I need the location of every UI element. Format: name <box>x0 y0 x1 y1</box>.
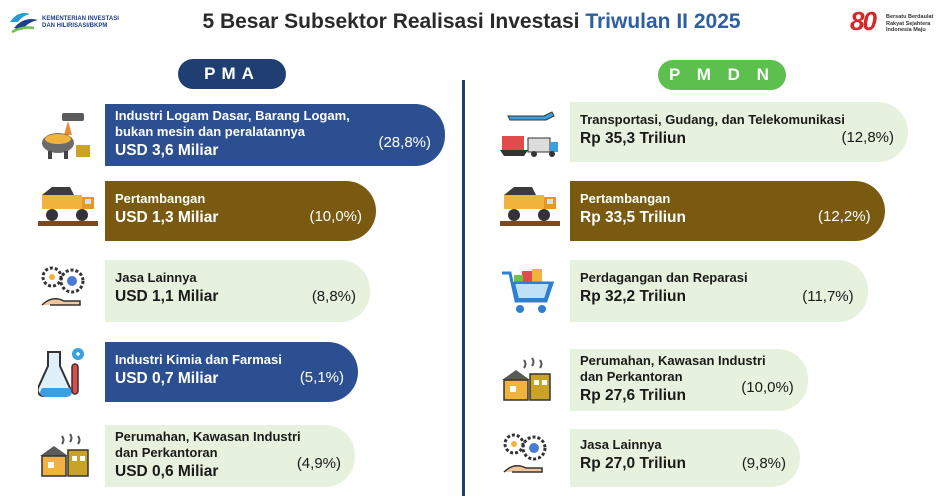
mining-truck-icon <box>500 185 560 232</box>
factory-housing-icon <box>38 430 92 485</box>
shopping-cart-icon <box>500 265 558 324</box>
pma-bar-percent: (8,8%) <box>311 288 356 305</box>
pmdn-bar-percent: (11,7%) <box>802 288 854 305</box>
anniversary-logo: 80 Bersatu Berdaulat Rakyat Sejahtera In… <box>850 6 940 38</box>
pmdn-bar-percent: (12,2%) <box>818 208 871 225</box>
service-gears-icon <box>500 432 550 483</box>
pmdn-bar-5: Jasa Lainnya Rp 27,0 Triliun (9,8%) <box>570 429 800 487</box>
pmdn-bar-value: Rp 27,0 Triliun <box>580 455 686 472</box>
pma-bar-percent: (28,8%) <box>378 134 431 151</box>
anniversary-number: 80 <box>850 6 877 36</box>
ministry-name: KEMENTERIAN INVESTASI DAN HILIRISASI/BKP… <box>42 16 119 29</box>
metal-smelting-icon <box>38 109 94 166</box>
factory-housing-icon <box>500 354 554 409</box>
pmdn-bar-2: Pertambangan Rp 33,5 Triliun (12,2%) <box>570 181 885 241</box>
pmdn-bar-value: Rp 33,5 Triliun <box>580 209 686 226</box>
pma-heading: PMA <box>178 59 286 89</box>
pma-bar-label: bukan mesin dan peralatannya <box>115 124 306 139</box>
transport-icon <box>500 106 560 167</box>
pma-bar-label: Jasa Lainnya <box>115 270 197 285</box>
pmdn-bar-label: dan Perkantoran <box>580 369 683 384</box>
pmdn-bar-value: Rp 27,6 Triliun <box>580 387 686 404</box>
title-main: 5 Besar Subsektor Realisasi Investasi <box>202 10 580 33</box>
ministry-logo: KEMENTERIAN INVESTASI DAN HILIRISASI/BKP… <box>8 8 128 38</box>
ministry-emblem-icon <box>10 13 38 34</box>
pma-bar-percent: (10,0%) <box>309 208 362 225</box>
pmdn-bar-1: Transportasi, Gudang, dan Telekomunikasi… <box>570 102 908 162</box>
pma-bar-label: Industri Logam Dasar, Barang Logam, <box>115 108 350 123</box>
pmdn-bar-3: Perdagangan dan Reparasi Rp 32,2 Triliun (… <box>570 260 868 322</box>
pma-bar-label: Pertambangan <box>115 191 206 206</box>
pma-bar-percent: (5,1%) <box>299 369 344 386</box>
pmdn-bar-label: Perumahan, Kawasan Industri <box>580 353 766 368</box>
pma-bar-1: Industri Logam Dasar, Barang Logam, bukan… <box>105 104 445 166</box>
column-divider <box>462 80 465 496</box>
pma-bar-value: USD 0,6 Miliar <box>115 463 219 480</box>
pmdn-heading: P M D N <box>658 60 786 90</box>
anniversary-slogan: Bersatu Berdaulat Rakyat Sejahtera Indon… <box>886 14 934 33</box>
pmdn-bar-percent: (10,0%) <box>741 379 794 396</box>
chemistry-flask-icon <box>36 346 88 407</box>
mining-truck-icon <box>38 185 98 232</box>
pmdn-bar-percent: (12,8%) <box>841 129 894 146</box>
pma-bar-value: USD 0,7 Miliar <box>115 370 219 387</box>
pmdn-bar-label: Jasa Lainnya <box>580 437 662 452</box>
pma-bar-value: USD 1,3 Miliar <box>115 209 219 226</box>
pma-bar-value: USD 3,6 Miliar <box>115 142 219 159</box>
pmdn-bar-4: Perumahan, Kawasan Industri dan Perkantor… <box>570 349 808 411</box>
pmdn-bar-label: Pertambangan <box>580 191 671 206</box>
pma-bar-value: USD 1,1 Miliar <box>115 288 219 305</box>
pmdn-bar-value: Rp 35,3 Triliun <box>580 130 686 147</box>
page-title: 5 Besar Subsektor Realisasi Investasi Tr… <box>0 10 943 34</box>
pma-bar-5: Perumahan, Kawasan Industri dan Perkantor… <box>105 425 355 487</box>
pmdn-bar-value: Rp 32,2 Triliun <box>580 288 686 305</box>
pma-bar-label: dan Perkantoran <box>115 445 218 460</box>
title-highlight: Triwulan II 2025 <box>585 10 741 33</box>
pma-bar-label: Industri Kimia dan Farmasi <box>115 352 282 367</box>
pma-bar-label: Perumahan, Kawasan Industri <box>115 429 301 444</box>
pmdn-bar-label: Transportasi, Gudang, dan Telekomunikasi <box>580 112 845 127</box>
pma-bar-2: Pertambangan USD 1,3 Miliar (10,0%) <box>105 181 376 241</box>
pma-bar-3: Jasa Lainnya USD 1,1 Miliar (8,8%) <box>105 260 370 322</box>
service-gears-icon <box>38 265 88 316</box>
pmdn-bar-label: Perdagangan dan Reparasi <box>580 270 748 285</box>
pma-bar-4: Industri Kimia dan Farmasi USD 0,7 Miliar… <box>105 342 358 402</box>
pmdn-bar-percent: (9,8%) <box>741 455 786 472</box>
pma-bar-percent: (4,9%) <box>296 455 341 472</box>
